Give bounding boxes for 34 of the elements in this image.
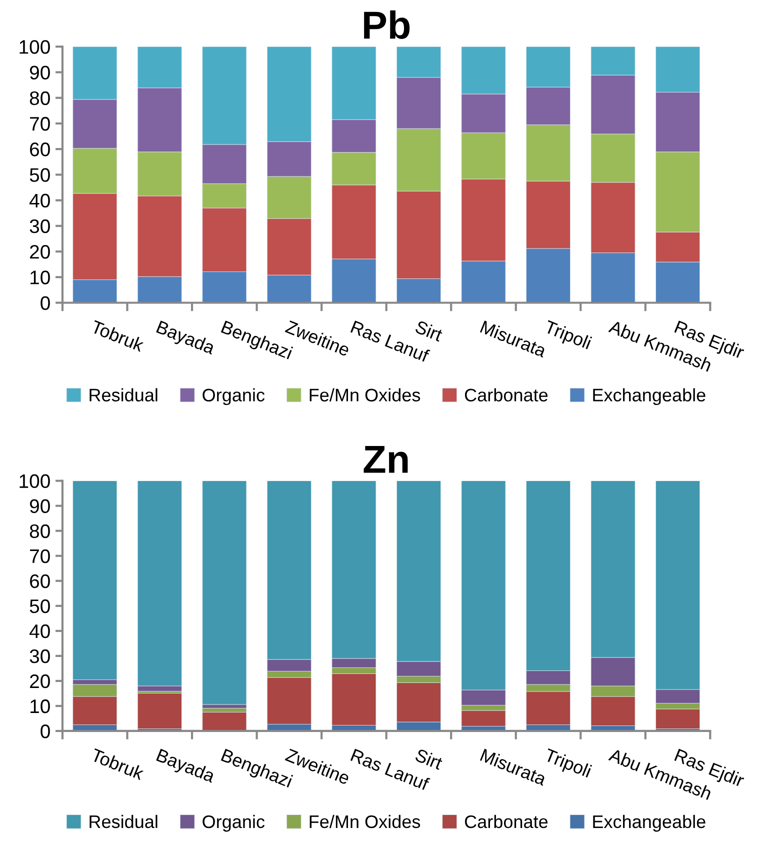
y-tick-label: 30: [30, 219, 50, 234]
y-tick-label: 70: [30, 549, 50, 564]
y-tick-label: 90: [30, 66, 50, 80]
y-tick-label: 0: [40, 296, 50, 310]
legend-label: Exchangeable: [593, 814, 706, 832]
y-tick-label: 70: [30, 116, 50, 131]
y-tick-label: 50: [30, 599, 50, 614]
legend-label: Carbonate: [464, 814, 548, 828]
y-tick-label: 60: [30, 574, 50, 588]
legend-label: Organic: [202, 814, 265, 832]
y-tick-label: 90: [30, 499, 50, 514]
legend-label: Residual: [90, 388, 158, 402]
chart-title: Zn: [364, 446, 408, 473]
y-tick-label: 80: [30, 91, 50, 106]
y-tick-label: 30: [30, 649, 50, 664]
y-tick-label: 20: [30, 244, 50, 259]
y-tick-label: 40: [30, 624, 50, 638]
chart-title: Pb: [364, 10, 410, 39]
y-tick-label: 10: [30, 699, 50, 714]
legend-label: Fe/Mn Oxides: [310, 388, 420, 402]
y-tick-label: 100: [20, 40, 50, 54]
legend-label: Organic: [202, 388, 265, 406]
y-tick-label: 40: [30, 194, 50, 208]
legend-label: Carbonate: [464, 388, 548, 402]
y-tick-label: 80: [30, 524, 50, 538]
legend-label: Exchangeable: [593, 388, 706, 406]
y-tick-label: 0: [40, 724, 50, 738]
legend-label: Fe/Mn Oxides: [310, 814, 420, 828]
y-tick-label: 100: [20, 474, 50, 488]
y-tick-label: 60: [30, 142, 50, 156]
y-tick-label: 10: [30, 270, 50, 284]
legend-label: Residual: [90, 814, 158, 828]
y-tick-label: 50: [30, 168, 50, 182]
y-tick-label: 20: [30, 674, 50, 688]
